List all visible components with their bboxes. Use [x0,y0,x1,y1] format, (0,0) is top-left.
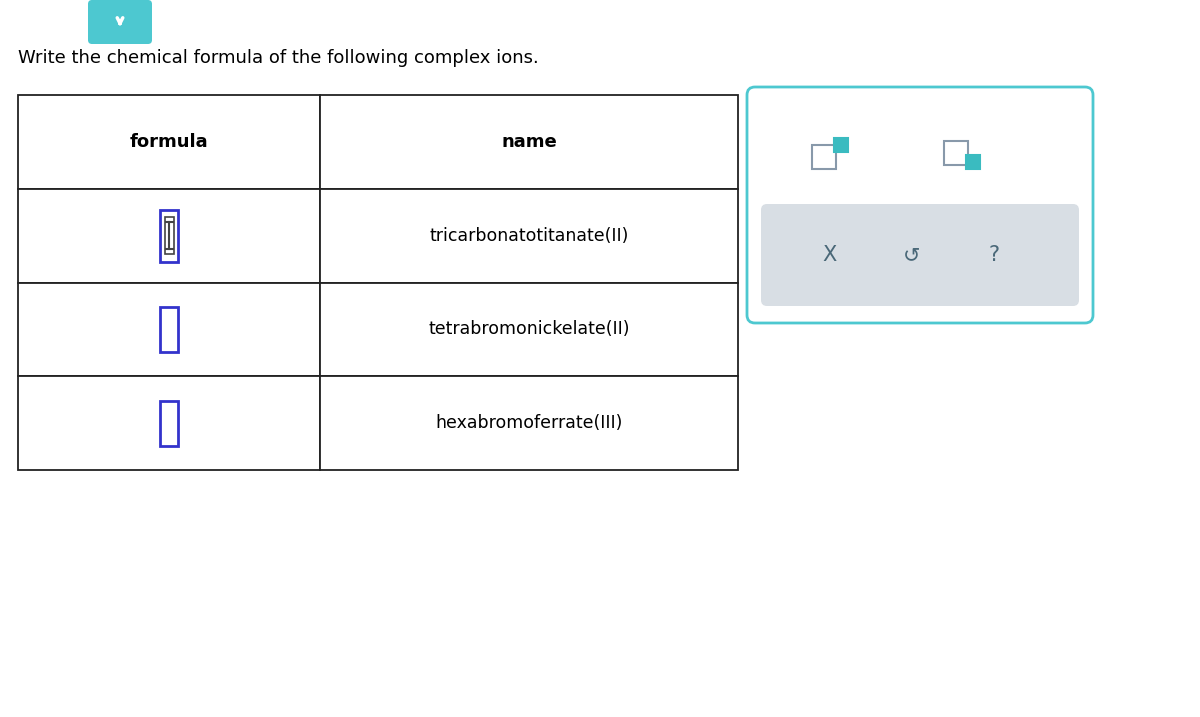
Bar [18,189,320,282]
Text: X: X [822,245,836,265]
Bar [160,209,178,262]
Text: formula: formula [130,133,209,151]
Text: name: name [502,133,557,151]
Bar [18,376,320,470]
Text: ↺: ↺ [904,245,920,265]
Bar [834,138,847,151]
Bar [164,217,174,254]
FancyBboxPatch shape [761,204,1079,306]
Bar [966,154,979,168]
Text: hexabromoferrate(III): hexabromoferrate(III) [436,414,623,432]
Bar [160,401,178,446]
Text: tricarbonatotitanate(II): tricarbonatotitanate(II) [430,227,629,244]
Text: tetrabromonickelate(II): tetrabromonickelate(II) [428,320,630,338]
FancyBboxPatch shape [746,87,1093,323]
Bar [160,307,178,352]
Bar [943,141,967,164]
Text: ?: ? [989,245,1000,265]
Bar [18,282,320,376]
Text: Write the chemical formula of the following complex ions.: Write the chemical formula of the follow… [18,49,539,67]
Bar [320,282,738,376]
FancyBboxPatch shape [88,0,152,44]
Bar [320,189,738,282]
Bar [811,145,835,168]
Bar [320,95,738,189]
Bar [18,95,320,189]
Bar [320,376,738,470]
